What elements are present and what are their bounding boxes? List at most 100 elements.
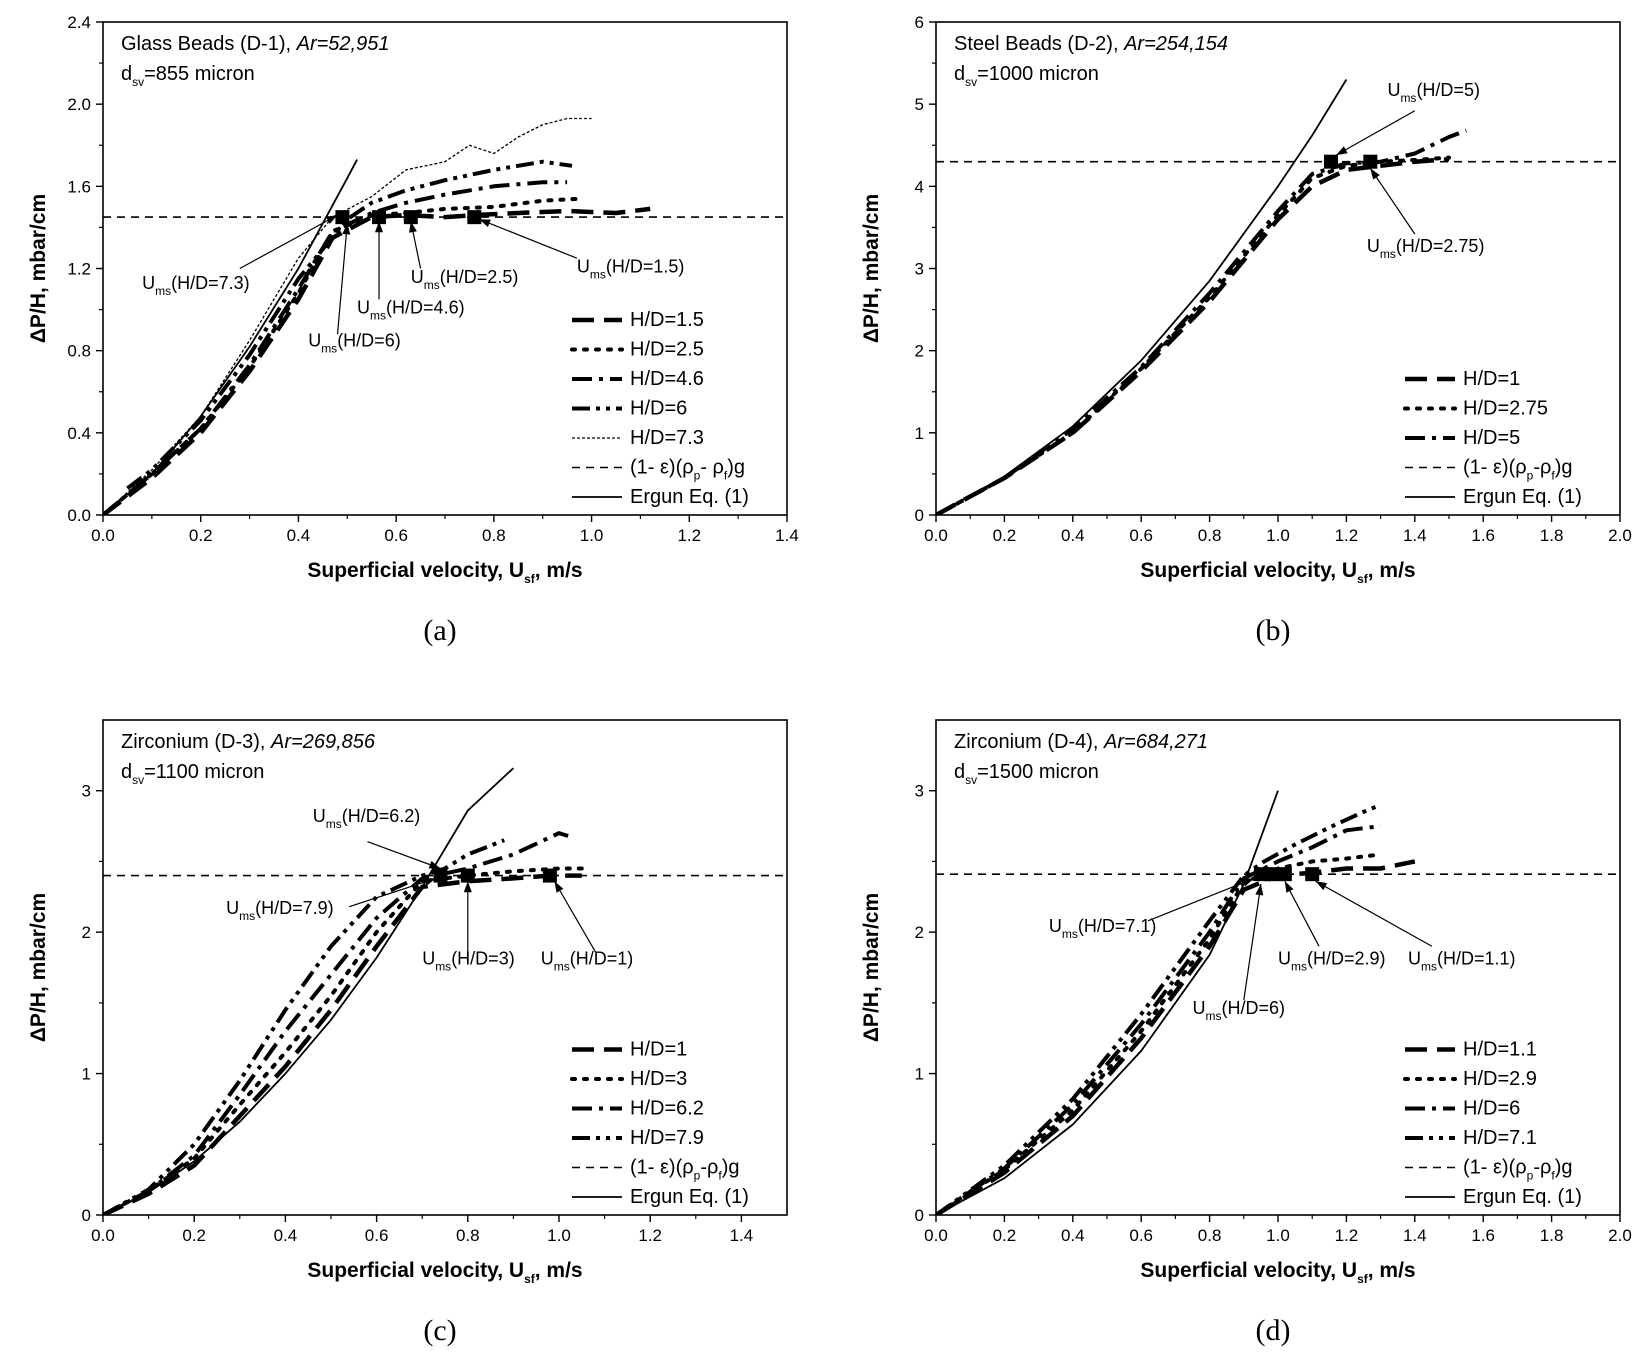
y-tick-label: 0.8 <box>67 342 91 361</box>
panel-archimedes: Ar=254,154 <box>1123 33 1228 55</box>
y-axis-label: ΔP/H, mbar/cm <box>27 893 50 1042</box>
legend-label-text: H/D=2.5 <box>630 339 704 361</box>
legend-label: (1- ε)(ρp-ρf)g <box>1463 457 1573 483</box>
x-tick-label: 1.6 <box>1471 1226 1495 1245</box>
panel-diameter-value: =855 micron <box>144 63 255 85</box>
annotation-symbol: U <box>411 267 424 287</box>
x-tick-label: 2.0 <box>1608 526 1632 545</box>
annotation-text: (H/D=7.1) <box>1078 916 1157 936</box>
y-tick-label: 0 <box>915 506 924 525</box>
legend-label-text: )g <box>1555 457 1573 479</box>
x-tick-label: 1.0 <box>580 526 604 545</box>
legend-label-subscript: f <box>724 469 728 483</box>
annotation-text: (H/D=6) <box>337 331 401 351</box>
annotation-arrow-line <box>349 877 437 908</box>
x-tick-label: 1.4 <box>730 1226 754 1245</box>
x-tick-label: 0.8 <box>1198 526 1222 545</box>
annotation-subscript: ms <box>1062 927 1078 941</box>
legend-label-text: H/D=1 <box>1463 368 1520 390</box>
panel-diameter-symbol: d <box>954 761 965 783</box>
legend-label-text: H/D=7.3 <box>630 427 704 449</box>
annotation-arrow-head <box>1242 878 1255 887</box>
legend-label: H/D=1 <box>1463 368 1520 390</box>
annotation-subscript: ms <box>239 909 255 923</box>
min-spouting-marker <box>335 210 350 225</box>
legend-label: H/D=1 <box>630 1039 687 1061</box>
x-tick-label: 1.4 <box>1403 526 1427 545</box>
x-tick-label: 1.2 <box>1335 526 1359 545</box>
plot-area <box>936 79 1620 515</box>
annotation-subscript: ms <box>590 268 606 282</box>
legend-label-text: H/D=6 <box>630 398 687 420</box>
legend-label-text: H/D=1.1 <box>1463 1039 1537 1061</box>
annotation-label: Ums(H/D=2.5) <box>411 267 519 292</box>
series-line <box>936 156 1450 515</box>
legend-label-text: H/D=1 <box>630 1039 687 1061</box>
panel-title: Glass Beads (D-1), Ar=52,951 <box>121 33 389 55</box>
legend-label-text: Ergun Eq. (1) <box>630 1186 749 1208</box>
x-tick-label: 0.0 <box>924 526 948 545</box>
annotation-subscript: ms <box>321 342 337 356</box>
x-tick-label: 0.2 <box>182 1226 206 1245</box>
annotation-arrow-head <box>428 860 441 869</box>
annotation-symbol: U <box>1408 949 1421 969</box>
y-tick-label: 6 <box>915 13 924 32</box>
legend-label-text: Ergun Eq. (1) <box>1463 486 1582 508</box>
min-spouting-marker <box>1305 867 1320 882</box>
plot-area <box>936 790 1620 1215</box>
x-tick-label: 0.4 <box>287 526 311 545</box>
panel-c: 0.0 0.2 0.4 0.6 0.8 1.0 1.2 1.4 0 1 2 3 Superficial … <box>27 719 788 1347</box>
x-tick-label: 0.6 <box>365 1226 389 1245</box>
min-spouting-marker <box>1277 867 1292 882</box>
annotation-arrow-head <box>1255 884 1264 896</box>
x-tick-label: 0.0 <box>91 1226 115 1245</box>
annotation-arrow-head <box>1315 881 1328 891</box>
panel-diameter-subscript: sv <box>132 773 144 787</box>
annotation-label: Ums(H/D=2.9) <box>1278 949 1386 974</box>
panel-diameter-subscript: sv <box>132 75 144 89</box>
x-tick-label: 1.2 <box>677 526 701 545</box>
legend-label: H/D=1.1 <box>1463 1039 1537 1061</box>
y-axis-label: ΔP/H, mbar/cm <box>860 194 883 343</box>
panel-material: Steel Beads (D-2), <box>954 33 1124 55</box>
y-tick-label: 0.4 <box>67 424 91 443</box>
x-tick-label: 2.0 <box>1608 1226 1632 1245</box>
annotation-subscript: ms <box>435 960 451 974</box>
legend-label-text: (1- ε)(ρ <box>1463 1157 1527 1179</box>
x-axis-label-subscript: sf <box>524 1272 536 1286</box>
legend-label-text: H/D=3 <box>630 1068 687 1090</box>
annotation-label: Ums(H/D=4.6) <box>357 298 465 323</box>
series-line <box>126 159 573 490</box>
legend-label-text: H/D=2.75 <box>1463 398 1548 420</box>
annotation-symbol: U <box>226 898 239 918</box>
panel-diameter-symbol: d <box>121 761 132 783</box>
legend-label-text: )g <box>1555 1157 1573 1179</box>
min-spouting-marker <box>542 868 557 883</box>
legend-label: H/D=3 <box>630 1068 687 1090</box>
panel-caption: (a) <box>423 614 456 647</box>
x-tick-label: 1.0 <box>1266 526 1290 545</box>
series-line <box>103 159 358 515</box>
min-spouting-marker <box>1363 154 1378 169</box>
x-tick-label: 0.0 <box>91 526 115 545</box>
legend-label-text: (1- ε)(ρ <box>630 1157 694 1179</box>
series-line <box>103 767 515 1215</box>
y-tick-label: 1.2 <box>67 260 91 279</box>
legend-label: Ergun Eq. (1) <box>1463 1186 1582 1208</box>
series-line <box>936 852 1383 1215</box>
panel-material: Zirconium (D-4), <box>954 731 1104 753</box>
annotation-symbol: U <box>1049 916 1062 936</box>
y-axis-label: ΔP/H, mbar/cm <box>860 893 883 1042</box>
annotation-subscript: ms <box>155 284 171 298</box>
panel-diameter-subscript: sv <box>965 773 977 787</box>
annotation-arrow-head <box>1284 881 1294 893</box>
legend-label: (1- ε)(ρp-ρf)g <box>1463 1157 1573 1183</box>
panel-archimedes: Ar=52,951 <box>296 33 390 55</box>
annotation-label: Ums(H/D=1.5) <box>577 257 685 282</box>
x-tick-label: 0.4 <box>1061 1226 1085 1245</box>
x-tick-label: 0.2 <box>993 526 1017 545</box>
y-axis-label: ΔP/H, mbar/cm <box>27 194 50 343</box>
annotation-text: (H/D=7.3) <box>171 273 250 293</box>
legend-label: H/D=6.2 <box>630 1098 704 1120</box>
annotation-symbol: U <box>1193 998 1206 1018</box>
